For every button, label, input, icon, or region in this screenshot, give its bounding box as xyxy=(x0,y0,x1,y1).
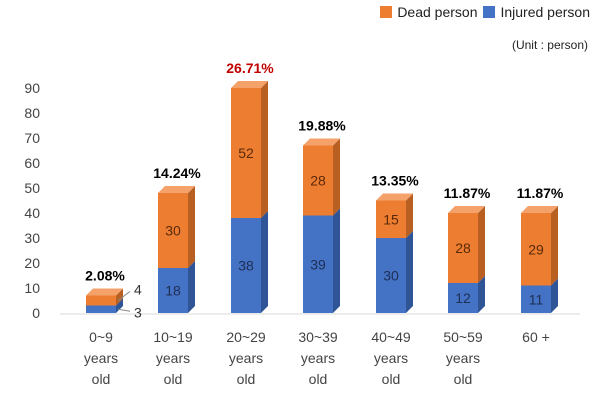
x-tick-label: old xyxy=(382,371,401,387)
data-label-dead: 30 xyxy=(165,223,181,239)
bar-injured-6-front xyxy=(521,285,551,313)
bar-dead-5-side xyxy=(478,206,485,283)
unit-label: (Unit : person) xyxy=(511,38,588,52)
bar-injured-2-side xyxy=(261,211,268,313)
bar-dead-1-top xyxy=(158,186,195,193)
bar-dead-6-side xyxy=(551,206,558,286)
legend: Dead person Injured person xyxy=(380,4,590,20)
x-tick-label: 10~19 xyxy=(153,329,193,345)
bar-injured-1-front xyxy=(158,268,188,313)
bar-dead-2-front xyxy=(231,88,261,218)
data-label-dead: 52 xyxy=(238,145,254,161)
data-label-injured: 38 xyxy=(238,258,254,274)
legend-label-injured: Injured person xyxy=(500,4,590,20)
leader-line-injured xyxy=(117,308,131,312)
percent-label: 11.87% xyxy=(444,185,491,201)
bar-injured-6-side xyxy=(551,278,558,313)
percent-label: 13.35% xyxy=(371,173,419,189)
bar-dead-5-front xyxy=(448,213,478,283)
bar-dead-4-front xyxy=(376,200,406,238)
bar-dead-0-top xyxy=(86,288,123,296)
x-tick-label: old xyxy=(164,371,183,387)
data-label-dead: 15 xyxy=(383,211,399,227)
y-tick-label: 20 xyxy=(24,255,40,271)
data-label-injured: 39 xyxy=(310,256,326,272)
x-tick-label: old xyxy=(454,371,473,387)
x-tick-label: years xyxy=(156,350,190,366)
data-label-injured: 11 xyxy=(529,291,544,307)
bar-dead-0-side xyxy=(116,288,123,306)
x-tick-label: years xyxy=(446,350,480,366)
x-tick-label: 20~29 xyxy=(226,329,266,345)
y-tick-label: 30 xyxy=(24,230,40,246)
bar-injured-5-side xyxy=(478,276,485,313)
y-tick-label: 40 xyxy=(24,205,40,221)
bar-dead-0-front xyxy=(86,295,116,306)
bar-dead-6-front xyxy=(521,213,551,286)
y-tick-label: 0 xyxy=(32,305,40,321)
x-tick-label: 0~9 xyxy=(89,329,113,345)
bar-dead-4-side xyxy=(406,193,413,238)
x-tick-label: years xyxy=(301,350,335,366)
percent-label: 26.71% xyxy=(226,60,274,76)
x-tick-label: 50~59 xyxy=(443,329,483,345)
bar-dead-1-side xyxy=(188,186,195,268)
bar-injured-3-side xyxy=(333,208,340,313)
data-label-injured: 18 xyxy=(165,283,181,299)
data-label-injured: 3 xyxy=(134,304,142,320)
x-tick-label: old xyxy=(237,371,256,387)
bar-injured-4-side xyxy=(406,231,413,313)
legend-label-dead: Dead person xyxy=(397,4,478,20)
bar-dead-1-front xyxy=(158,193,188,268)
y-tick-label: 60 xyxy=(24,155,40,171)
x-tick-label: old xyxy=(92,371,111,387)
bar-dead-4-top xyxy=(376,193,413,201)
bar-dead-3-front xyxy=(303,145,333,216)
x-tick-label: years xyxy=(229,350,263,366)
x-tick-label: years xyxy=(84,350,118,366)
data-label-dead: 4 xyxy=(134,282,142,298)
bar-injured-2-front xyxy=(231,218,261,313)
data-label-injured: 12 xyxy=(455,290,471,306)
y-tick-label: 10 xyxy=(24,280,40,296)
y-tick-label: 90 xyxy=(24,80,40,96)
bar-dead-2-top xyxy=(231,81,268,88)
x-tick-label: 30~39 xyxy=(298,329,338,345)
bar-dead-2-side xyxy=(261,81,268,218)
x-tick-label: 60 + xyxy=(522,329,550,345)
bar-injured-0-side xyxy=(116,298,123,313)
percent-label: 14.24% xyxy=(153,165,201,181)
legend-item-dead: Dead person xyxy=(380,4,477,20)
bar-injured-4-front xyxy=(376,238,406,313)
legend-swatch-dead xyxy=(380,6,393,18)
x-tick-label: 40~49 xyxy=(371,329,411,345)
data-label-dead: 29 xyxy=(528,241,544,257)
x-tick-label: years xyxy=(374,350,408,366)
legend-swatch-injured xyxy=(483,6,496,18)
bar-injured-3-front xyxy=(303,215,333,313)
data-label-dead: 28 xyxy=(310,173,326,189)
percent-label: 11.87% xyxy=(517,185,564,201)
bar-dead-5-top xyxy=(448,206,485,213)
bar-dead-3-top xyxy=(303,138,340,146)
bar-injured-0-front xyxy=(86,305,116,313)
y-tick-label: 70 xyxy=(24,130,40,146)
data-label-injured: 30 xyxy=(383,268,399,284)
bar-dead-3-side xyxy=(333,138,340,216)
bar-injured-1-side xyxy=(188,261,195,313)
leader-line-dead xyxy=(117,291,131,301)
data-label-dead: 28 xyxy=(455,240,471,256)
percent-label: 2.08% xyxy=(85,268,125,284)
y-tick-label: 50 xyxy=(24,180,40,196)
y-tick-label: 80 xyxy=(24,105,40,121)
bar-dead-6-top xyxy=(521,206,558,213)
percent-label: 19.88% xyxy=(298,118,346,134)
legend-item-injured: Injured person xyxy=(483,4,590,20)
x-tick-label: old xyxy=(309,371,328,387)
bar-injured-5-front xyxy=(448,283,478,313)
